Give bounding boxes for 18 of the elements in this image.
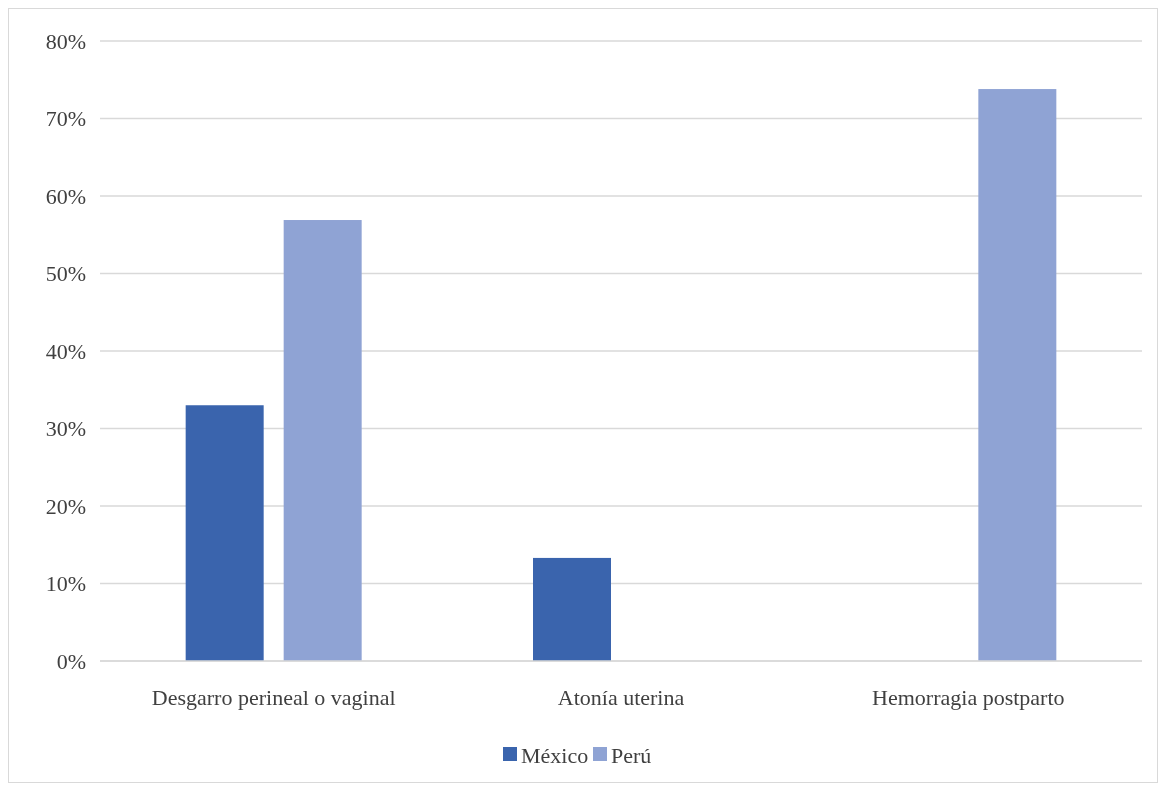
y-tick-label: 20% [45, 493, 86, 519]
y-tick-label: 30% [45, 416, 86, 442]
bar [283, 220, 362, 661]
y-tick-label: 70% [45, 106, 86, 132]
y-tick-label: 0% [56, 648, 86, 674]
x-tick-label: Hemorragia postparto [872, 685, 1065, 710]
x-tick-label: Atonía uterina [557, 685, 685, 710]
legend-label: Perú [611, 742, 652, 768]
x-tick-label: Desgarro perineal o vaginal [151, 685, 396, 710]
bar [978, 89, 1057, 661]
bar [533, 557, 611, 661]
y-tick-label: 60% [45, 183, 86, 209]
y-tick-label: 50% [45, 261, 86, 287]
y-tick-label: 80% [45, 28, 86, 54]
bar [185, 405, 264, 661]
y-tick-label: 10% [45, 571, 86, 597]
legend-label: México [521, 742, 589, 768]
y-tick-label: 40% [45, 338, 86, 364]
